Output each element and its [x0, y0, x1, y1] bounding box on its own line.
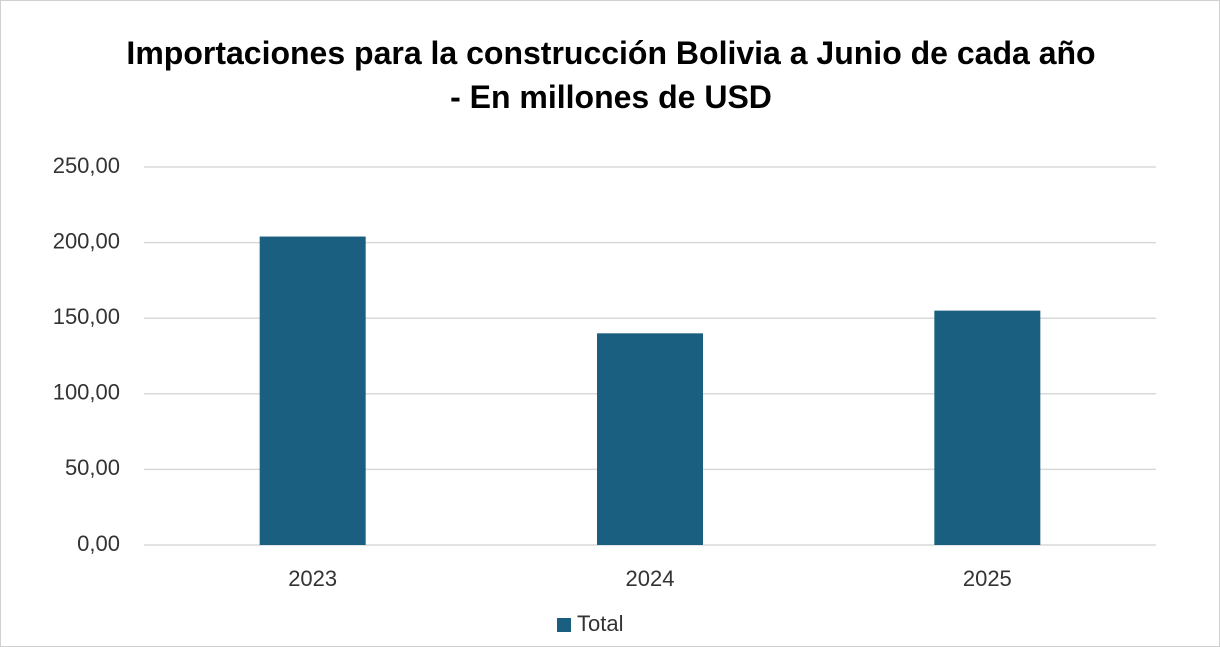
bar — [934, 310, 1041, 545]
y-tick-label: 100,00 — [53, 380, 120, 405]
x-tick-label: 2024 — [626, 566, 675, 591]
bar — [259, 236, 366, 545]
bar — [597, 333, 703, 545]
y-tick-label: 200,00 — [53, 228, 120, 253]
y-tick-label: 150,00 — [53, 304, 120, 329]
y-tick-label: 250,00 — [53, 153, 120, 178]
legend-label: Total — [577, 611, 623, 636]
x-tick-label: 2025 — [963, 566, 1012, 591]
chart-title: Importaciones para la construcción Boliv… — [126, 35, 1096, 115]
x-tick-label: 2023 — [288, 566, 337, 591]
y-tick-label: 0,00 — [77, 531, 120, 556]
legend-swatch — [557, 618, 571, 632]
y-tick-label: 50,00 — [65, 455, 120, 480]
